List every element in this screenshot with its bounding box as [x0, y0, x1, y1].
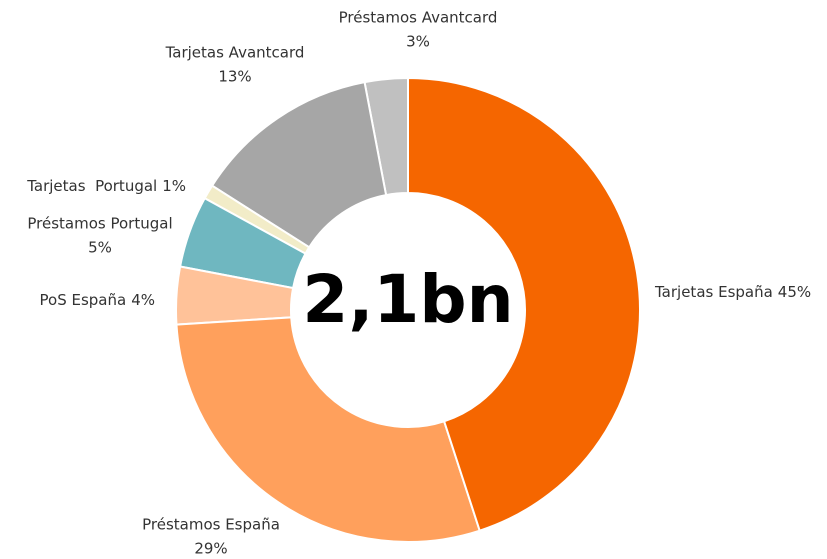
segment-label-group: Tarjetas España 45%: [654, 283, 811, 301]
segment-value-label: 5%: [88, 239, 112, 257]
segment-label: Tarjetas Avantcard: [165, 44, 305, 62]
segment-value-label: 3%: [406, 33, 430, 51]
segment-label: Préstamos Portugal: [27, 215, 172, 233]
segment-value-label: 13%: [218, 68, 251, 86]
donut-segment: [175, 265, 295, 326]
segment-label: Préstamos España: [142, 516, 280, 534]
segment-value-label: 29%: [194, 540, 227, 558]
donut-segment: [175, 316, 481, 543]
segment-label: PoS España: [40, 291, 127, 309]
segment-value-label: 1%: [162, 177, 186, 195]
donut-segment: [210, 80, 388, 249]
donut-segment: [178, 196, 307, 290]
segment-label-group: Tarjetas Portugal 1%: [26, 177, 186, 195]
segment-value-label: 4%: [131, 291, 155, 309]
segment-label: Tarjetas Portugal: [26, 177, 157, 195]
segment-label: Préstamos Avantcard: [339, 9, 498, 27]
segment-value-label: 45%: [778, 283, 811, 301]
donut-segment: [407, 76, 641, 532]
segment-label: Tarjetas España: [654, 283, 773, 301]
center-label: 2,1bn: [302, 261, 513, 338]
segment-label-group: PoS España 4%: [40, 291, 155, 309]
